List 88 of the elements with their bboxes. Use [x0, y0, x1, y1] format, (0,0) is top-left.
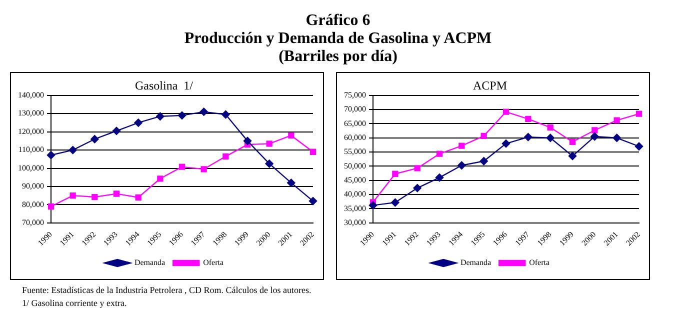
chart-title: Gasolina 1/: [135, 78, 194, 92]
x-tick-label: 1990: [36, 230, 54, 248]
legend-label: Demanda: [460, 258, 492, 268]
point: [634, 142, 644, 150]
point: [569, 138, 576, 145]
point: [308, 196, 318, 206]
y-tick-label: 70,000: [344, 104, 366, 114]
x-tick-label: 1991: [58, 230, 76, 248]
point: [135, 194, 142, 200]
x-tick-label: 1999: [232, 230, 250, 248]
point: [157, 176, 164, 182]
y-tick-label: 100,000: [18, 163, 44, 172]
point: [68, 146, 77, 154]
y-tick-label: 65,000: [344, 118, 366, 128]
point: [502, 139, 510, 148]
point: [112, 126, 121, 136]
point: [134, 118, 142, 127]
point: [392, 170, 398, 177]
point: [70, 192, 76, 199]
text: (Barriles por día): [278, 48, 398, 66]
y-tick-label: 75,000: [344, 90, 366, 100]
text: 1/ Gasolina corriente y extra.: [22, 297, 128, 310]
point: [46, 151, 56, 160]
point: [222, 153, 229, 160]
x-tick-label: 1993: [102, 230, 120, 248]
point: [546, 134, 554, 142]
x-tick-label: 1990: [358, 230, 376, 248]
point: [391, 198, 400, 207]
y-tick-label: 50,000: [344, 161, 366, 170]
point: [310, 148, 316, 155]
y-tick-label: 110,000: [18, 145, 44, 154]
point: [502, 108, 510, 115]
legend-label: Oferta: [529, 258, 550, 268]
point: [200, 166, 207, 172]
point: [458, 142, 465, 149]
point: [480, 157, 488, 166]
x-tick-label: 1991: [380, 230, 398, 248]
point: [266, 140, 272, 147]
y-tick-label: 130,000: [18, 108, 44, 118]
y-tick-label: 45,000: [344, 175, 366, 184]
point: [436, 150, 443, 157]
point: [612, 134, 621, 142]
point: [243, 136, 252, 146]
point: [413, 184, 422, 192]
point: [92, 194, 98, 200]
y-tick-label: 90,000: [22, 182, 44, 191]
point: [368, 201, 378, 210]
point: [178, 164, 186, 170]
chart-title: ACPM: [472, 78, 508, 92]
point: [435, 173, 444, 182]
point: [113, 190, 120, 197]
point: [178, 111, 186, 120]
x-tick-label: 1993: [424, 230, 442, 248]
x-tick-label: 1999: [558, 230, 576, 248]
y-tick-label: 40,000: [344, 190, 366, 199]
point: [414, 165, 420, 172]
point: [614, 117, 620, 124]
y-tick-label: 80,000: [22, 200, 44, 209]
source-note: Fuente: Estadísticas de la Industria Petrolera , CD Rom. Cálculos de los autores.: [22, 284, 312, 297]
point: [590, 132, 599, 141]
y-tick-label: 120,000: [18, 126, 44, 136]
point: [547, 124, 554, 130]
point: [524, 132, 532, 142]
point: [458, 161, 466, 170]
point: [287, 178, 296, 187]
point: [90, 135, 99, 144]
x-tick-label: 1992: [80, 230, 98, 248]
point: [568, 152, 577, 160]
y-tick-label: 35,000: [344, 204, 366, 213]
y-tick-label: 30,000: [344, 218, 366, 227]
point: [480, 132, 487, 139]
point: [636, 110, 642, 117]
point: [288, 132, 294, 139]
legend-label: Oferta: [203, 258, 224, 268]
point: [525, 116, 532, 122]
legend-label: Demanda: [134, 258, 166, 268]
point: [200, 108, 208, 116]
y-tick-label: 55,000: [344, 147, 366, 156]
y-tick-label: 60,000: [344, 132, 366, 142]
point: [265, 160, 274, 168]
point: [156, 112, 164, 120]
text: Producción y Demanda de Gasolina y ACPM: [183, 30, 493, 48]
text: Gráfico 6: [304, 12, 372, 30]
point: [222, 110, 230, 119]
y-tick-label: 140,000: [18, 90, 44, 100]
point: [592, 127, 598, 134]
x-tick-label: 1992: [402, 230, 420, 248]
y-tick-label: 70,000: [22, 218, 44, 227]
